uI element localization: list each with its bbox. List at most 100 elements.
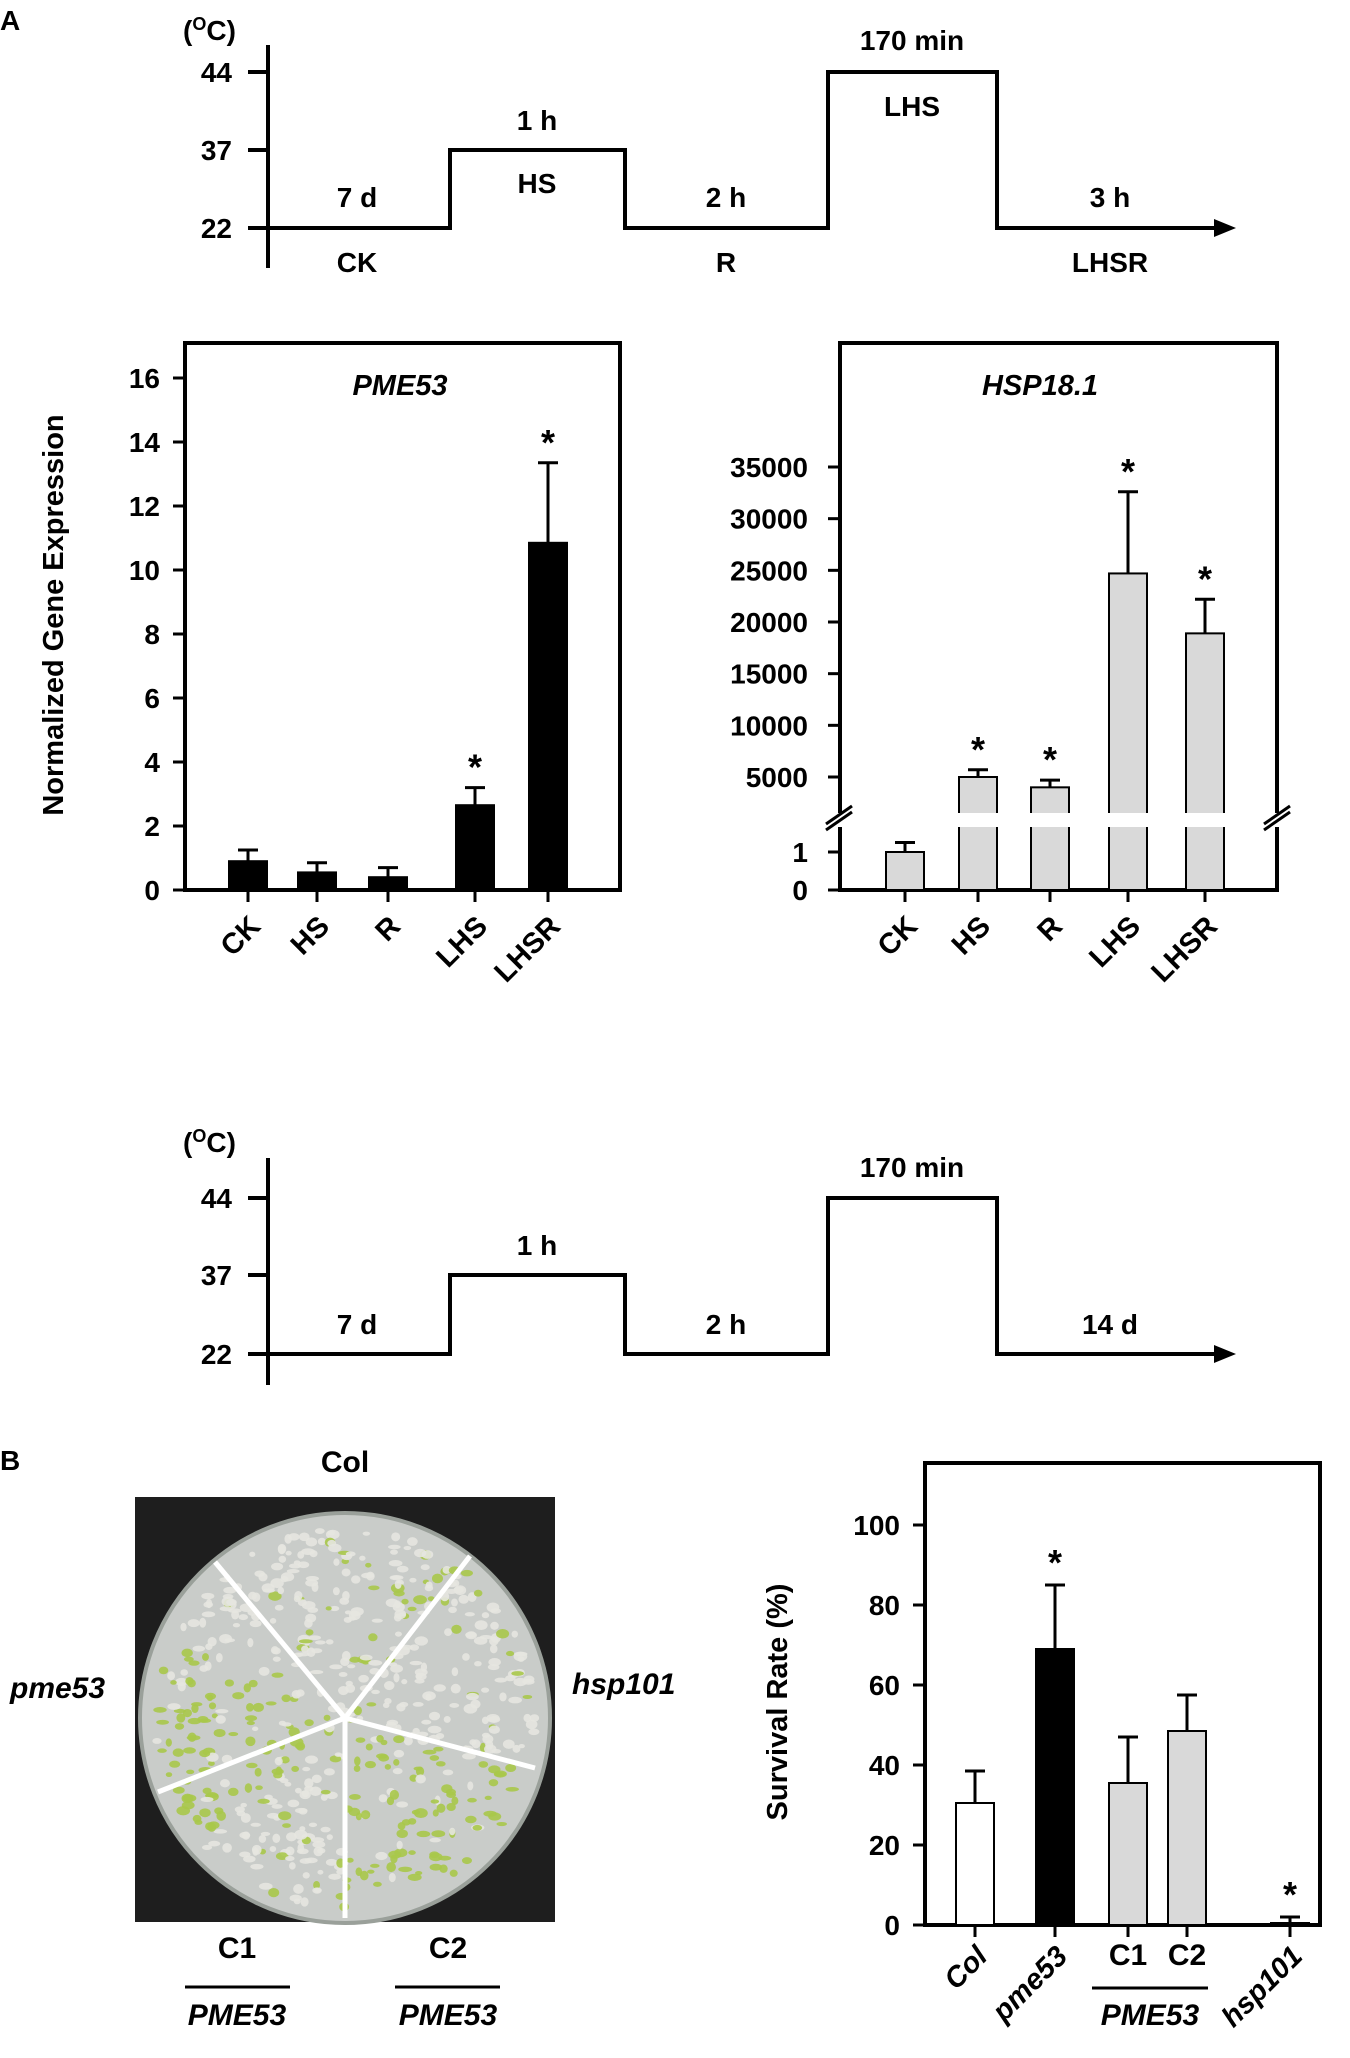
seedling [299,1790,311,1800]
chart-survival-significance: * [1048,1542,1062,1583]
seedling [489,1636,499,1646]
seedling [280,1756,290,1764]
seedling [444,1628,452,1636]
chart-hsp18-ytick-label: 0 [792,875,808,906]
seedling [224,1679,235,1687]
seedling [186,1769,195,1775]
seedling [204,1661,212,1671]
seedling [431,1830,446,1838]
seedling [368,1633,378,1642]
seedling [228,1731,239,1737]
seedling [487,1663,500,1671]
seedling [360,1810,371,1820]
chart-hsp18-ytick-label: 35000 [730,452,808,483]
seedling [450,1683,461,1694]
seedling [375,1851,388,1861]
seedling [478,1761,489,1768]
seedling [206,1694,214,1702]
seedling [293,1884,304,1894]
seedling [245,1736,256,1747]
seedling [401,1598,409,1605]
seedling [170,1680,177,1685]
seedling [257,1798,270,1804]
seedling [215,1715,226,1724]
seedling [353,1765,361,1772]
seedling [396,1840,403,1850]
seedling [407,1606,417,1612]
chart-hsp18-bar-r [1030,786,1070,891]
protocol-a-label-ck: CK [337,247,377,278]
seedling [445,1588,458,1594]
seedling [274,1604,284,1611]
seedling [351,1575,361,1584]
chart-hsp18-bar-hs [958,776,998,891]
seedling [308,1822,318,1828]
seedling [308,1635,321,1641]
seedling [429,1755,440,1761]
seedling [408,1818,417,1825]
seedling [435,1732,445,1739]
seedling [364,1760,377,1769]
seedling [262,1588,276,1593]
seedling [252,1847,259,1856]
chart-pme53-significance: * [468,747,482,788]
chart-survival-ylabel: Survival Rate (%) [762,1584,794,1821]
seedling [464,1612,475,1617]
seedling [413,1595,427,1605]
seedling [313,1846,324,1857]
seedling [413,1766,423,1771]
chart-survival-xlabel: C1 [1109,1939,1147,1972]
seedling [390,1549,398,1555]
seedling [300,1897,309,1907]
seedling [489,1644,498,1654]
seedling [177,1682,186,1692]
photo-label-c2: C2 [429,1932,467,1965]
seedling [386,1796,395,1806]
seedling [278,1555,287,1563]
seedling [232,1623,241,1628]
seedling [202,1653,209,1661]
seedling [403,1736,413,1746]
chart-hsp18-axis-break-mark [825,804,853,826]
protocol-a-label-lhsr: LHSR [1072,247,1148,278]
seedling [343,1616,352,1623]
seedling [311,1837,325,1843]
seedling [305,1629,314,1636]
seedling [243,1683,251,1693]
seedling [254,1570,265,1577]
protocol-b-duration-5: 14 d [1082,1309,1138,1340]
seedling [472,1824,483,1831]
seedling [320,1789,331,1795]
chart-pme53-ytick-label: 12 [129,491,160,522]
seedling [409,1577,417,1583]
seedling [461,1857,472,1865]
seedling [325,1606,332,1611]
seedling [481,1687,490,1693]
seedling [238,1614,249,1621]
seedling [396,1565,409,1573]
seedling [309,1550,318,1558]
seedling [473,1589,483,1597]
seedling [393,1735,405,1744]
seedling [451,1624,462,1634]
seedling [431,1573,443,1584]
seedling [228,1787,239,1797]
seedling [458,1594,469,1604]
sector-dividers [157,1554,536,1918]
seedling [297,1843,305,1854]
seedling [273,1771,283,1779]
seedling [173,1708,186,1714]
seedling [339,1597,350,1605]
seedling [425,1693,432,1701]
protocol-a-temp-37: 37 [201,135,232,166]
chart-hsp18-axis-break-mark [825,810,853,832]
seedling [305,1579,319,1587]
chart-pme53-xlabel: R [370,910,407,947]
seedling [309,1670,324,1675]
seedling [467,1797,477,1803]
seedling [412,1727,420,1735]
protocol-a-duration-ck: 7 d [337,182,377,213]
seedling [346,1857,354,1863]
seedling [390,1575,402,1580]
seedling [172,1748,184,1757]
